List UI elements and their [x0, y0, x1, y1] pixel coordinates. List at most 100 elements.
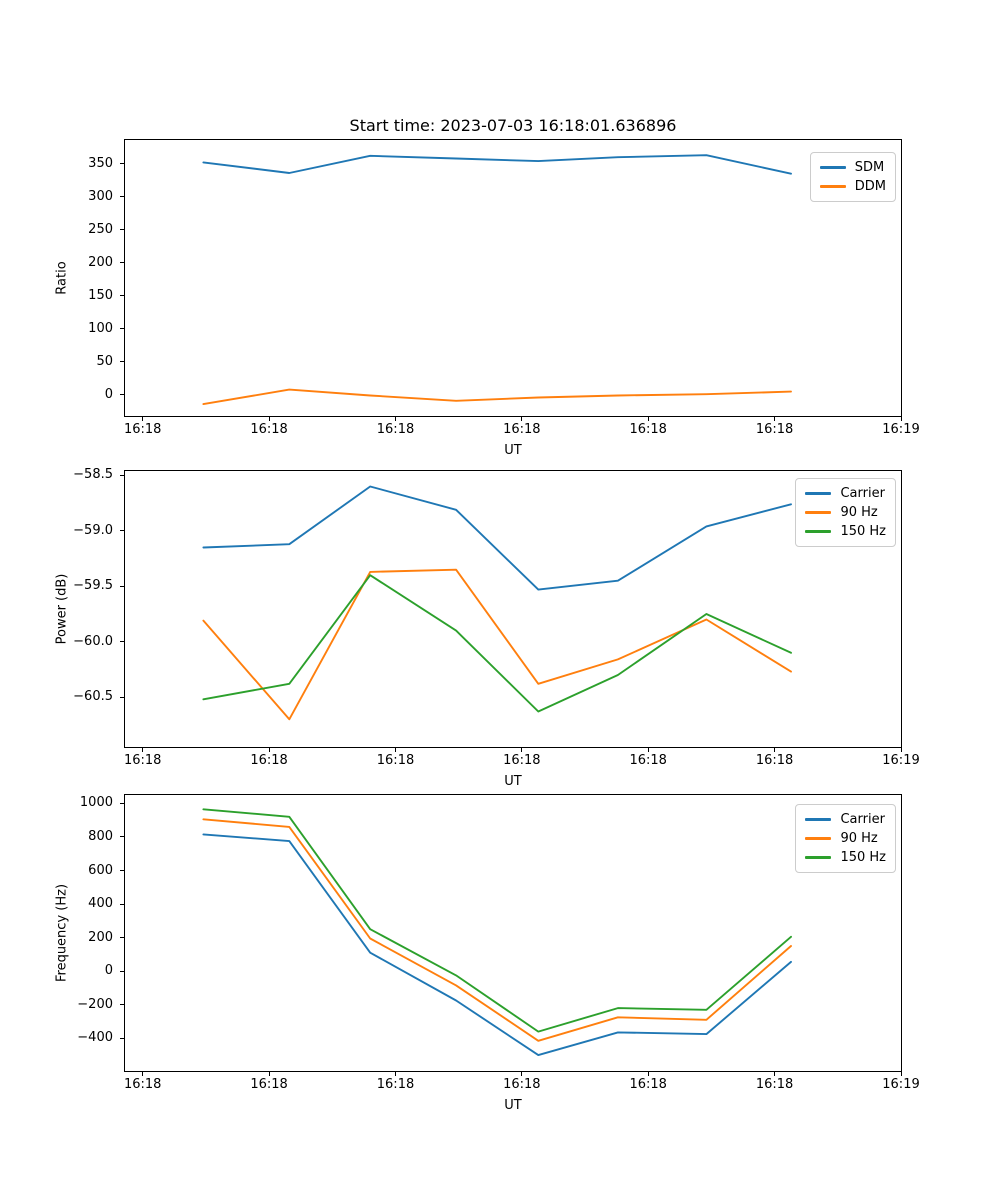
x-tick-mark [774, 748, 776, 752]
legend-line-swatch [805, 511, 832, 514]
y-tick-label: 350 [88, 155, 113, 171]
series-line-150-hz [202, 574, 792, 713]
x-tick-mark [268, 1072, 270, 1076]
legend-label: SDM [854, 160, 885, 175]
legend-row: 90 Hz [805, 829, 886, 848]
x-axis-label: UT [504, 443, 522, 458]
legend-row: Carrier [805, 810, 886, 829]
x-tick-label: 16:18 [755, 753, 794, 768]
x-tick-mark [900, 1072, 902, 1076]
x-tick-label: 16:18 [376, 753, 415, 768]
x-tick-label: 16:18 [503, 422, 541, 437]
x-tick-mark [395, 417, 396, 421]
legend-label: 150 Hz [840, 850, 886, 865]
x-tick-mark [268, 417, 270, 421]
legend-line-swatch [819, 185, 846, 188]
y-tick-mark [120, 1004, 124, 1006]
x-axis-label: UT [504, 1098, 522, 1113]
y-tick-label: −60.5 [73, 689, 113, 705]
legend: Carrier 90 Hz 150 Hz [795, 804, 896, 873]
series-line-carrier [202, 833, 792, 1057]
legend-line-swatch [805, 530, 832, 533]
legend-label: 150 Hz [840, 524, 886, 539]
y-tick-mark [120, 903, 124, 905]
y-tick-label: 1000 [79, 795, 113, 811]
plot-area [202, 808, 792, 1057]
y-tick-mark [120, 836, 124, 838]
series-line-90-hz [202, 818, 792, 1042]
x-tick-mark [142, 417, 144, 421]
axes-box [124, 470, 902, 748]
y-tick-mark [120, 641, 124, 643]
x-tick-mark [142, 1072, 144, 1076]
plot-area [202, 154, 792, 406]
x-tick-mark [395, 1072, 396, 1076]
x-tick-label: 16:18 [250, 422, 288, 437]
legend-label: 90 Hz [840, 505, 878, 520]
x-tick-label: 16:18 [755, 422, 794, 437]
y-tick-mark [120, 229, 124, 231]
y-tick-mark [120, 394, 124, 396]
x-tick-label: 16:19 [882, 422, 920, 437]
x-axis-label: UT [504, 774, 522, 789]
y-tick-label: 200 [88, 929, 113, 945]
x-tick-label: 16:18 [755, 1077, 794, 1092]
y-tick-label: −59.5 [73, 578, 113, 594]
y-tick-label: −59.0 [73, 522, 113, 538]
y-axis-label: Frequency (Hz) [54, 883, 70, 983]
x-tick-mark [774, 1072, 776, 1076]
x-tick-mark [268, 748, 270, 752]
x-tick-mark [900, 417, 902, 421]
x-tick-mark [647, 748, 649, 752]
legend-row: 150 Hz [805, 522, 886, 541]
legend-label: 90 Hz [840, 831, 878, 846]
x-tick-label: 16:18 [123, 753, 162, 768]
y-tick-label: 100 [88, 320, 113, 336]
axes-box [124, 139, 902, 417]
x-tick-label: 16:18 [123, 422, 162, 437]
y-tick-mark [120, 474, 124, 476]
y-tick-mark [120, 163, 124, 165]
series-line-carrier [202, 485, 792, 591]
y-tick-mark [120, 870, 124, 871]
y-tick-mark [120, 328, 124, 330]
legend-row: 150 Hz [805, 848, 886, 867]
series-line-90-hz [202, 568, 792, 721]
y-tick-mark [120, 696, 124, 698]
axes-box [124, 794, 902, 1072]
y-tick-label: 0 [104, 963, 113, 979]
x-tick-label: 16:18 [503, 753, 541, 768]
legend-line-swatch [805, 492, 832, 495]
x-tick-mark [521, 1072, 523, 1076]
y-tick-mark [120, 585, 124, 587]
legend-line-swatch [805, 856, 832, 859]
x-tick-label: 16:18 [376, 1077, 415, 1092]
legend: SDM DDM [809, 152, 896, 202]
chart-title: Start time: 2023-07-03 16:18:01.636896 [349, 116, 677, 135]
x-tick-mark [647, 417, 649, 421]
y-tick-mark [120, 361, 124, 363]
x-tick-mark [647, 1072, 649, 1076]
x-tick-label: 16:18 [250, 753, 288, 768]
legend-row: 90 Hz [805, 503, 886, 522]
x-tick-label: 16:18 [629, 422, 667, 437]
series-line-sdm [202, 154, 792, 175]
x-tick-mark [774, 417, 776, 421]
x-tick-mark [900, 748, 902, 752]
legend-line-swatch [819, 166, 846, 169]
y-tick-label: −400 [77, 1030, 113, 1046]
x-tick-label: 16:18 [123, 1077, 162, 1092]
legend-line-swatch [805, 818, 832, 821]
x-tick-mark [395, 748, 396, 752]
y-tick-mark [120, 937, 124, 939]
y-tick-mark [120, 970, 124, 972]
y-tick-label: −200 [77, 996, 113, 1012]
legend-row: DDM [819, 177, 886, 196]
y-tick-label: 200 [88, 254, 113, 270]
y-tick-mark [120, 262, 124, 264]
y-tick-label: 400 [88, 896, 113, 912]
legend-row: SDM [819, 158, 886, 177]
x-tick-label: 16:19 [882, 1077, 920, 1092]
x-tick-label: 16:18 [503, 1077, 541, 1092]
